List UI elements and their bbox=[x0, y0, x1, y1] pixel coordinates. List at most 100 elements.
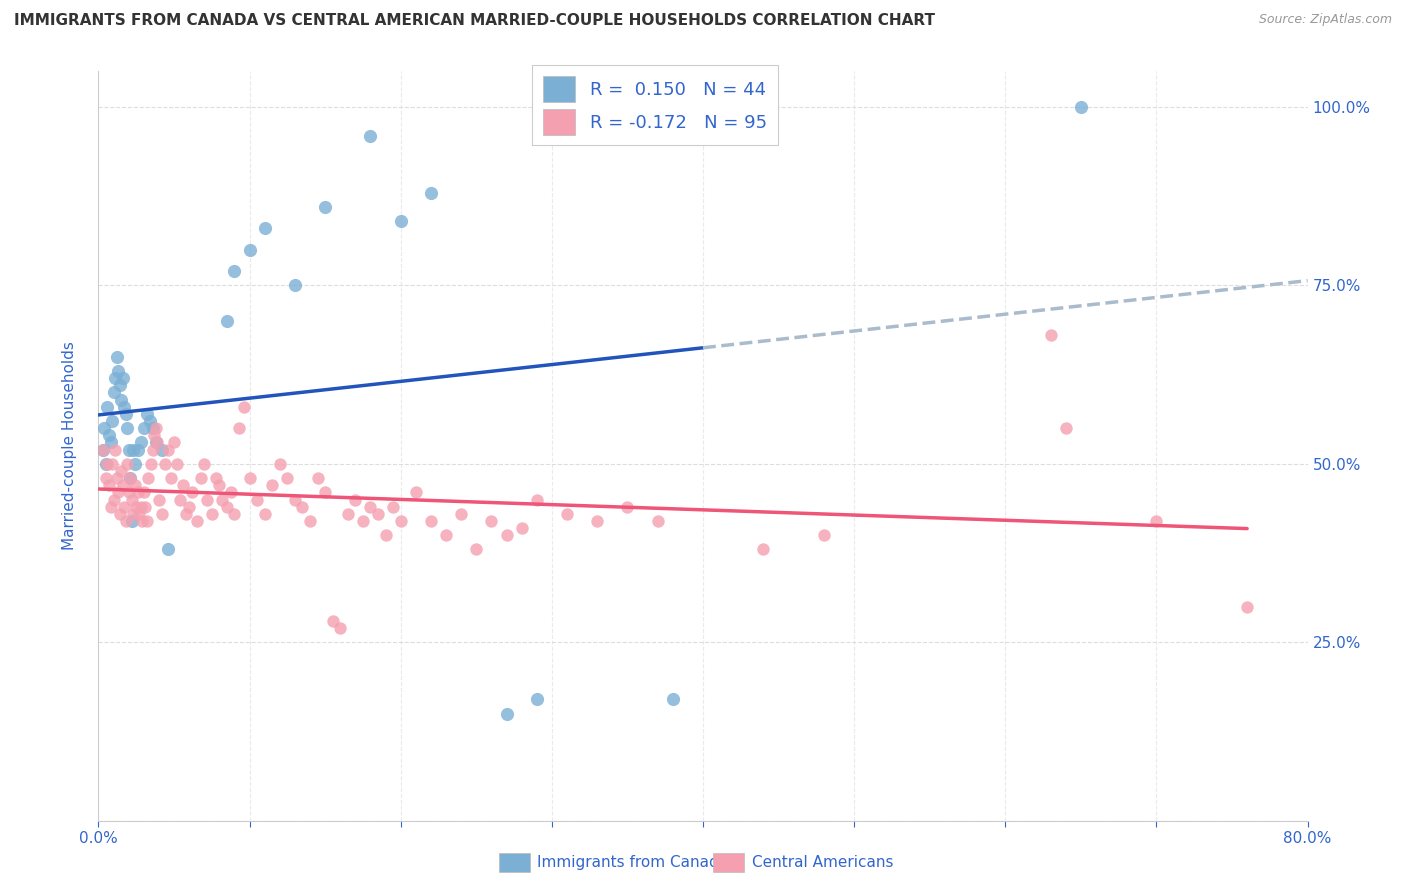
Point bbox=[112, 400, 135, 414]
Point bbox=[253, 507, 276, 521]
Point bbox=[121, 514, 143, 528]
Point bbox=[329, 621, 352, 635]
Point bbox=[145, 421, 167, 435]
Point bbox=[100, 500, 122, 514]
Point bbox=[495, 706, 517, 721]
Point bbox=[322, 614, 344, 628]
Point bbox=[104, 442, 127, 457]
Point bbox=[1054, 421, 1077, 435]
Point bbox=[114, 407, 136, 421]
Point bbox=[186, 514, 208, 528]
Point bbox=[389, 514, 412, 528]
Point bbox=[135, 407, 157, 421]
Point bbox=[103, 385, 125, 400]
Point bbox=[141, 457, 163, 471]
Point bbox=[91, 442, 114, 457]
Text: Central Americans: Central Americans bbox=[752, 855, 894, 870]
Point bbox=[215, 314, 238, 328]
Point bbox=[142, 421, 165, 435]
Point bbox=[1039, 328, 1062, 343]
Point bbox=[465, 542, 488, 557]
Point bbox=[239, 471, 262, 485]
Point bbox=[142, 442, 165, 457]
Point bbox=[205, 471, 228, 485]
Point bbox=[94, 457, 117, 471]
Point bbox=[224, 507, 246, 521]
Text: Immigrants from Canada: Immigrants from Canada bbox=[537, 855, 728, 870]
Point bbox=[314, 200, 336, 214]
Point bbox=[118, 485, 141, 500]
Point bbox=[103, 492, 125, 507]
Point bbox=[100, 435, 122, 450]
Point bbox=[291, 500, 314, 514]
Point bbox=[367, 507, 389, 521]
Point bbox=[145, 435, 167, 450]
Point bbox=[201, 507, 224, 521]
Point bbox=[96, 457, 118, 471]
Point bbox=[150, 442, 173, 457]
Point bbox=[91, 442, 114, 457]
Point bbox=[108, 378, 131, 392]
Point bbox=[93, 421, 115, 435]
Point bbox=[94, 471, 117, 485]
Point bbox=[190, 471, 212, 485]
Point bbox=[215, 500, 238, 514]
Point bbox=[110, 392, 132, 407]
Point bbox=[136, 471, 159, 485]
Point bbox=[450, 507, 472, 521]
Point bbox=[122, 442, 145, 457]
Point bbox=[128, 507, 150, 521]
Point bbox=[360, 128, 382, 143]
Point bbox=[134, 500, 156, 514]
Point bbox=[122, 507, 145, 521]
Point bbox=[160, 471, 183, 485]
Point bbox=[115, 457, 138, 471]
Point bbox=[135, 514, 157, 528]
Point bbox=[110, 464, 132, 478]
Point bbox=[118, 442, 141, 457]
Text: IMMIGRANTS FROM CANADA VS CENTRAL AMERICAN MARRIED-COUPLE HOUSEHOLDS CORRELATION: IMMIGRANTS FROM CANADA VS CENTRAL AMERIC… bbox=[14, 13, 935, 29]
Point bbox=[284, 278, 307, 293]
Point bbox=[1144, 514, 1167, 528]
Point bbox=[132, 485, 155, 500]
Point bbox=[120, 471, 142, 485]
Point bbox=[169, 492, 191, 507]
Point bbox=[143, 428, 166, 442]
Point bbox=[124, 478, 146, 492]
Point bbox=[208, 478, 231, 492]
Point bbox=[276, 471, 298, 485]
Point bbox=[101, 457, 124, 471]
Point bbox=[129, 500, 152, 514]
Point bbox=[111, 371, 134, 385]
Point bbox=[253, 221, 276, 235]
Point bbox=[111, 478, 134, 492]
Point bbox=[314, 485, 336, 500]
Point bbox=[307, 471, 329, 485]
Point bbox=[434, 528, 457, 542]
Point bbox=[107, 364, 129, 378]
Point bbox=[269, 457, 291, 471]
Point bbox=[262, 478, 284, 492]
Point bbox=[148, 492, 170, 507]
Point bbox=[211, 492, 233, 507]
Point bbox=[146, 435, 169, 450]
Point bbox=[115, 421, 138, 435]
Point bbox=[481, 514, 503, 528]
Point bbox=[153, 457, 176, 471]
Point bbox=[344, 492, 367, 507]
Point bbox=[420, 186, 443, 200]
Point bbox=[121, 492, 143, 507]
Point bbox=[382, 500, 405, 514]
Point bbox=[661, 692, 683, 706]
Point bbox=[510, 521, 533, 535]
Point bbox=[179, 500, 201, 514]
Point bbox=[352, 514, 374, 528]
Point bbox=[555, 507, 578, 521]
Point bbox=[124, 457, 146, 471]
Point bbox=[129, 435, 152, 450]
Point bbox=[150, 507, 173, 521]
Point bbox=[193, 457, 215, 471]
Point bbox=[1070, 100, 1092, 114]
Point bbox=[495, 528, 517, 542]
Point bbox=[1236, 599, 1258, 614]
